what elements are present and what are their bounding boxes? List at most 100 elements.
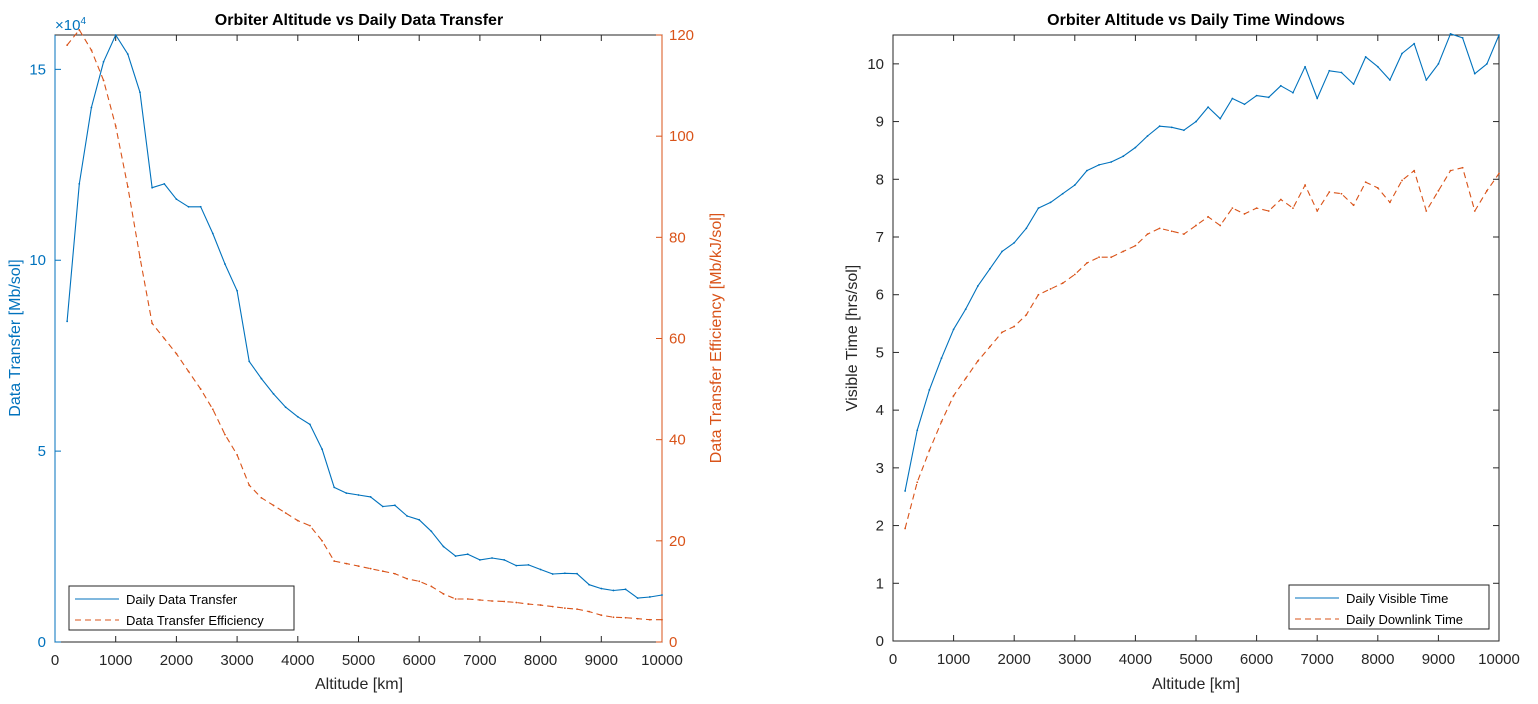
- series-daily-data-transfer: [66, 34, 663, 599]
- chart-time-windows: Orbiter Altitude vs Daily Time Windows V…: [844, 12, 1520, 693]
- data-point: [114, 125, 117, 127]
- y-exponent-label: ×104: [55, 16, 86, 34]
- data-point: [1243, 213, 1246, 215]
- data-point: [904, 527, 907, 530]
- data-point: [126, 185, 129, 188]
- y-tick-label: 10: [29, 252, 46, 269]
- data-point: [539, 568, 542, 571]
- series-data-transfer-efficiency: [66, 29, 663, 621]
- data-point: [345, 562, 348, 565]
- y-tick-label: 15: [29, 61, 46, 78]
- chart-title: Orbiter Altitude vs Daily Data Transfer: [215, 12, 503, 29]
- x-tick-label: 3000: [1058, 651, 1091, 668]
- data-point: [211, 232, 214, 235]
- data-point: [1037, 207, 1040, 210]
- y-tick-label: 6: [876, 287, 884, 304]
- x-tick-label: 5000: [342, 652, 375, 669]
- data-point: [1025, 314, 1028, 316]
- data-point: [466, 553, 469, 556]
- data-point: [187, 205, 190, 208]
- x-tick-label: 1000: [99, 652, 132, 669]
- x-tick-label: 7000: [1301, 651, 1334, 668]
- data-point: [551, 573, 554, 575]
- x-tick-label: 2000: [160, 652, 193, 669]
- data-point: [284, 512, 287, 514]
- series-line: [904, 33, 1500, 492]
- data-point: [333, 486, 336, 489]
- data-point: [576, 572, 578, 575]
- data-point: [1328, 191, 1331, 193]
- data-point: [940, 357, 943, 360]
- x-tick-label: 6000: [403, 652, 436, 669]
- data-point: [612, 616, 615, 619]
- y-tick-label: 0: [876, 633, 884, 650]
- y-right-tick-label: 80: [669, 229, 686, 246]
- x-tick-label: 0: [51, 652, 59, 669]
- data-point: [248, 484, 251, 487]
- data-point: [1134, 146, 1137, 149]
- data-point: [102, 60, 105, 63]
- data-point: [418, 518, 421, 521]
- data-point: [1255, 94, 1258, 97]
- data-point: [224, 263, 226, 265]
- data-point: [1255, 207, 1258, 210]
- x-axis-label: Altitude [km]: [1152, 676, 1240, 693]
- x-tick-label: 7000: [463, 652, 496, 669]
- y-tick-label: 0: [38, 634, 46, 651]
- data-point: [151, 322, 154, 325]
- data-point: [1267, 96, 1270, 99]
- data-point: [1352, 83, 1355, 85]
- data-point: [1182, 129, 1185, 132]
- data-point: [1498, 34, 1500, 36]
- data-point: [576, 608, 578, 611]
- y-tick-label: 4: [876, 402, 884, 419]
- legend-label: Daily Downlink Time: [1346, 612, 1463, 627]
- data-point: [321, 539, 323, 542]
- y-tick-label: 5: [876, 344, 884, 361]
- data-point: [1025, 227, 1028, 230]
- data-point: [1340, 192, 1343, 195]
- data-point: [272, 504, 275, 507]
- data-point: [406, 515, 408, 517]
- data-point: [394, 504, 396, 507]
- data-point: [1219, 117, 1222, 120]
- data-point: [1231, 207, 1234, 210]
- data-point: [321, 448, 323, 451]
- data-point: [1231, 97, 1234, 100]
- x-tick-label: 5000: [1179, 651, 1212, 668]
- data-point: [1073, 184, 1076, 186]
- data-point: [636, 617, 639, 620]
- data-point: [952, 328, 955, 331]
- data-point: [1207, 215, 1210, 218]
- data-point: [284, 406, 287, 409]
- data-point: [503, 600, 506, 603]
- data-point: [612, 589, 615, 592]
- data-point: [90, 49, 93, 52]
- y-tick-label: 5: [38, 443, 46, 460]
- legend: Daily Visible Time Daily Downlink Time: [1288, 584, 1490, 630]
- data-point: [1170, 126, 1173, 129]
- data-point: [236, 453, 239, 456]
- data-point: [1013, 325, 1016, 328]
- data-point: [928, 449, 931, 452]
- data-point: [1449, 32, 1452, 35]
- data-point: [1098, 256, 1100, 259]
- data-point: [163, 337, 166, 340]
- data-point: [114, 34, 117, 36]
- data-point: [1110, 161, 1113, 163]
- data-point: [1146, 135, 1149, 137]
- data-point: [1279, 198, 1282, 201]
- y-right-tick-label: 120: [669, 27, 694, 44]
- data-point: [296, 415, 299, 418]
- data-point: [1437, 62, 1440, 65]
- data-point: [66, 320, 69, 323]
- y-tick-label: 7: [876, 229, 884, 246]
- data-point: [661, 618, 663, 621]
- data-point: [1389, 79, 1391, 81]
- x-tick-label: 4000: [281, 652, 314, 669]
- data-point: [224, 433, 226, 436]
- data-point: [90, 106, 93, 109]
- data-point: [1146, 233, 1149, 236]
- data-point: [102, 79, 105, 82]
- x-tick-label: 9000: [1422, 651, 1455, 668]
